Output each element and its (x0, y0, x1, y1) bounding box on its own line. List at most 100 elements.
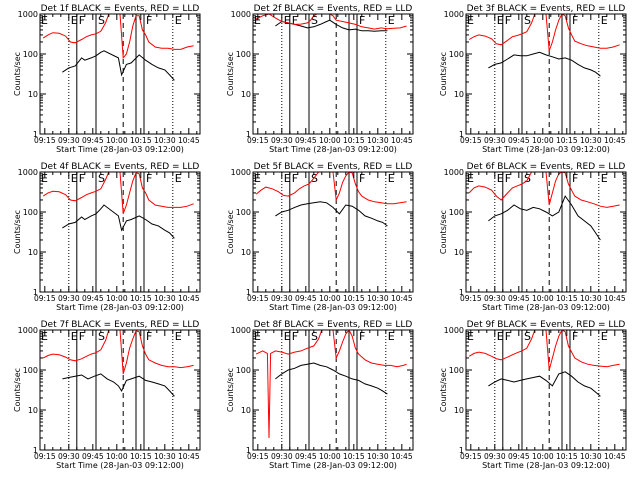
events-series-line (62, 50, 175, 81)
x-tick-label: 09:45 (295, 294, 317, 303)
y-tick-label: 1000 (231, 168, 251, 177)
interval-letter: S (98, 330, 105, 343)
x-tick-label: 10:45 (178, 452, 200, 461)
lld-series-line (255, 330, 407, 439)
interval-letter: E (388, 14, 395, 27)
y-axis-label: Counts/sec (226, 368, 235, 412)
y-tick-label: 1 (459, 288, 464, 297)
panel-title: Det 5f BLACK = Events, RED = LLD (254, 162, 413, 172)
interval-letter: S (311, 172, 318, 185)
x-tick-label: 10:15 (343, 136, 365, 145)
events-series-line (488, 51, 601, 77)
x-tick-label: 09:45 (82, 294, 104, 303)
x-tick-label: 09:45 (295, 452, 317, 461)
interval-letter: F (572, 14, 578, 27)
y-tick-label: 100 (23, 50, 38, 59)
interval-letter: E (467, 172, 474, 185)
x-axis-label: Start Time (28-Jan-03 09:12:00) (56, 461, 184, 470)
lld-series-line (468, 172, 620, 208)
y-tick-label: 1 (33, 130, 38, 139)
x-axis-label: Start Time (28-Jan-03 09:12:00) (269, 303, 397, 312)
interval-letter: F (79, 172, 85, 185)
interval-letter: F (292, 330, 298, 343)
interval-letter: E (388, 172, 395, 185)
y-tick-label: 100 (236, 366, 251, 375)
x-axis-label: Start Time (28-Jan-03 09:12:00) (56, 145, 184, 154)
x-axis-label: Start Time (28-Jan-03 09:12:00) (269, 461, 397, 470)
x-tick-label: 10:15 (130, 452, 152, 461)
interval-letter: E (497, 330, 504, 343)
x-tick-label: 10:00 (106, 136, 128, 145)
y-tick-label: 10 (28, 406, 38, 415)
x-tick-label: 10:15 (556, 136, 578, 145)
lld-series-line (468, 330, 620, 371)
y-tick-label: 1000 (18, 326, 38, 335)
y-tick-label: 100 (236, 208, 251, 217)
x-tick-label: 09:15 (460, 136, 482, 145)
interval-letter: F (146, 172, 152, 185)
x-tick-label: 09:30 (271, 294, 293, 303)
x-tick-label: 10:45 (604, 136, 626, 145)
interval-letter: E (41, 330, 48, 343)
plot-frame (465, 329, 627, 451)
events-series-line (488, 195, 601, 241)
interval-letter: S (524, 14, 531, 27)
plot-frame (465, 13, 627, 135)
panel-title: Det 6f BLACK = Events, RED = LLD (467, 162, 626, 172)
x-tick-label: 10:45 (178, 136, 200, 145)
events-series-line (62, 204, 175, 239)
y-tick-label: 1 (33, 446, 38, 455)
interval-letter: S (311, 330, 318, 343)
interval-letter: E (497, 14, 504, 27)
lld-series-line (42, 14, 194, 60)
y-tick-label: 10 (241, 248, 251, 257)
y-tick-label: 100 (449, 208, 464, 217)
x-tick-label: 09:30 (484, 136, 506, 145)
interval-letter: F (572, 330, 578, 343)
x-tick-label: 10:15 (343, 452, 365, 461)
x-tick-label: 09:30 (58, 294, 80, 303)
y-tick-label: 10 (454, 90, 464, 99)
x-tick-label: 09:30 (271, 136, 293, 145)
y-tick-label: 100 (236, 50, 251, 59)
interval-letter: F (292, 14, 298, 27)
interval-letter: F (359, 172, 365, 185)
x-tick-label: 09:30 (484, 294, 506, 303)
x-tick-label: 10:30 (154, 136, 176, 145)
y-tick-label: 10 (241, 90, 251, 99)
x-tick-label: 10:45 (391, 452, 413, 461)
interval-letter: E (175, 330, 182, 343)
x-tick-label: 10:45 (604, 294, 626, 303)
x-tick-label: 09:15 (247, 294, 269, 303)
interval-letter: F (359, 14, 365, 27)
y-tick-label: 100 (449, 50, 464, 59)
panel-title: Det 8f BLACK = Events, RED = LLD (254, 320, 413, 330)
x-tick-label: 09:45 (295, 136, 317, 145)
plot-frame (39, 329, 201, 451)
y-tick-label: 1 (33, 288, 38, 297)
interval-letter: S (524, 172, 531, 185)
interval-letter: E (601, 14, 608, 27)
x-tick-label: 10:15 (556, 294, 578, 303)
interval-letter: F (505, 330, 511, 343)
interval-letter: E (41, 172, 48, 185)
x-tick-label: 10:00 (319, 452, 341, 461)
x-tick-label: 10:30 (154, 452, 176, 461)
y-tick-label: 1000 (444, 326, 464, 335)
y-axis-label: Counts/sec (439, 52, 448, 96)
interval-letter: F (505, 172, 511, 185)
panel-title: Det 3f BLACK = Events, RED = LLD (467, 4, 626, 14)
y-tick-label: 1 (459, 446, 464, 455)
y-axis-label: Counts/sec (439, 368, 448, 412)
y-tick-label: 1000 (231, 10, 251, 19)
x-tick-label: 09:30 (58, 452, 80, 461)
interval-letter: F (359, 330, 365, 343)
interval-letter: S (98, 14, 105, 27)
x-tick-label: 10:45 (604, 452, 626, 461)
plot-frame (252, 13, 414, 135)
